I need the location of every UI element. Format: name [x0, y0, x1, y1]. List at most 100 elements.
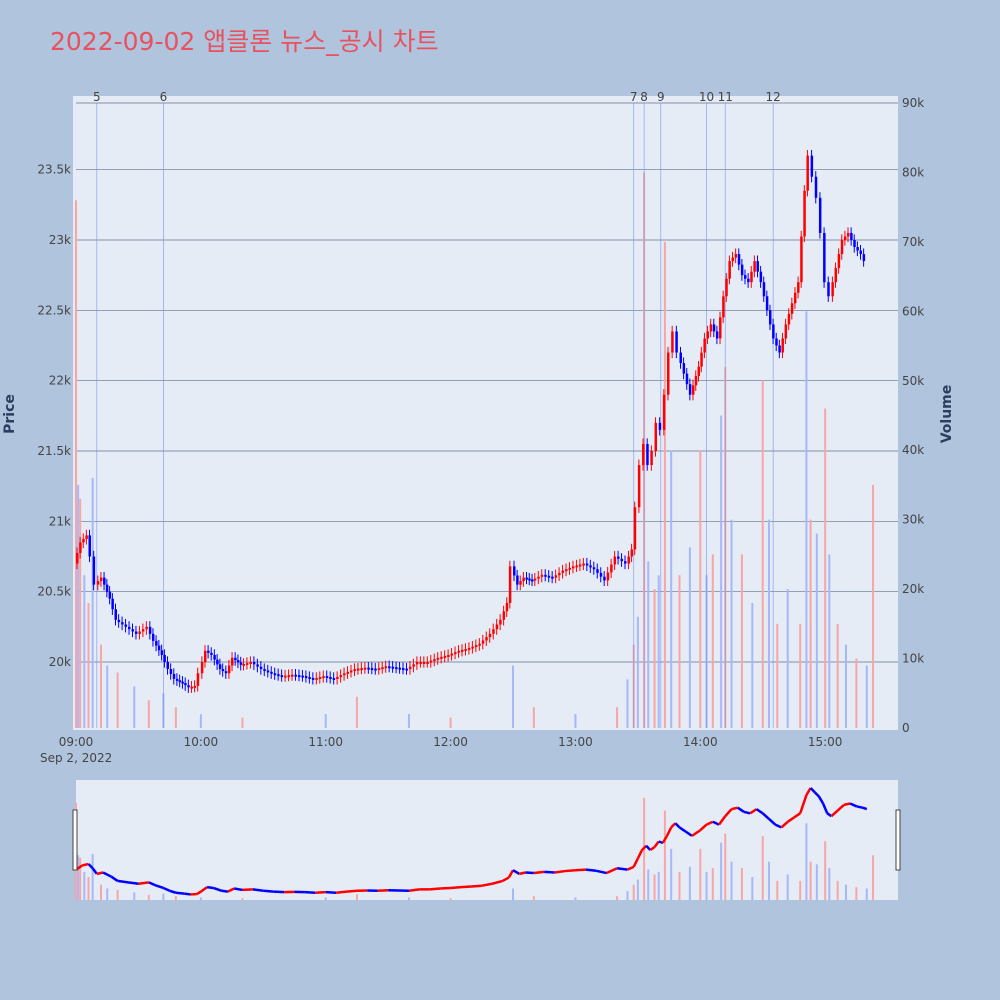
candle-body: [488, 633, 492, 638]
candle-body: [818, 197, 822, 233]
candle-body: [114, 609, 117, 620]
gridlines: [76, 102, 898, 663]
candle-body: [827, 282, 830, 297]
slider-price-segment: [252, 888, 264, 893]
volume-bar: [449, 717, 452, 728]
slider-price-segment: [678, 826, 687, 833]
volume-bar: [699, 450, 702, 728]
slider-volume-bar: [449, 898, 452, 900]
slider-price-segment: [533, 870, 545, 875]
candle-body: [671, 331, 674, 353]
candle-body: [471, 646, 474, 649]
candle-body: [658, 422, 662, 430]
candle-body: [273, 673, 277, 676]
candle-body: [415, 662, 419, 665]
candle-body: [236, 660, 240, 663]
slider-price-segment: [263, 889, 274, 893]
candle-body: [685, 373, 689, 385]
slider-price-segment: [81, 862, 89, 867]
candle-body: [544, 574, 547, 577]
slider-volume-bar: [636, 879, 639, 900]
slider-price-segment: [616, 867, 628, 871]
candle-body: [363, 667, 367, 670]
slider-price-segment: [805, 787, 812, 796]
candle-body: [537, 576, 540, 579]
candle-body: [633, 507, 637, 550]
slider-price-segment: [768, 818, 777, 826]
candle-body: [429, 660, 433, 663]
candle-body: [589, 565, 592, 568]
slider-price-segment: [813, 791, 820, 798]
volume-bar: [828, 554, 831, 728]
candle-body: [263, 669, 266, 672]
slider-price-segment: [595, 869, 607, 875]
candle-body: [402, 668, 405, 671]
candle-body: [193, 685, 197, 688]
slider-price-segment: [110, 875, 119, 882]
slider-price-segment: [200, 886, 208, 893]
candle-body: [719, 317, 722, 339]
range-slider[interactable]: [76, 780, 898, 900]
slider-price-segment: [665, 826, 673, 837]
slider-volume-bar: [799, 880, 802, 900]
volume-bar: [532, 707, 535, 728]
candle-body: [284, 675, 287, 678]
candle-body: [474, 645, 478, 648]
volume-tick-label: 10k: [902, 652, 924, 666]
slider-price-segment: [774, 823, 782, 829]
candle-body: [234, 657, 237, 661]
volume-tick-label: 70k: [902, 235, 924, 249]
candle-body: [318, 677, 322, 680]
candle-body: [531, 579, 534, 582]
candle-body: [221, 669, 225, 672]
candle-body: [297, 675, 301, 678]
slider-volume-bar: [106, 888, 109, 900]
candle-body: [492, 629, 495, 634]
volume-bar: [133, 686, 136, 728]
candle-body: [568, 567, 572, 570]
candle-body: [613, 556, 617, 565]
candle-body: [108, 591, 112, 599]
candle-body: [675, 331, 678, 353]
time-tick-label: 15:00: [808, 735, 843, 749]
candle-body: [360, 668, 363, 671]
candle-body: [105, 584, 109, 592]
slider-price-segment: [653, 840, 660, 848]
slider-price-segment: [212, 886, 223, 892]
price-axis-ticks: 20k 20.5k 21k 21.5k 22k 22.5k 23k 23.5k: [37, 163, 71, 669]
volume-bar: [87, 603, 90, 728]
candle-body: [772, 324, 775, 339]
main-plot-area[interactable]: [73, 96, 898, 730]
candle-body: [336, 677, 339, 680]
volume-tick-label: 0: [902, 721, 910, 735]
candle-body: [519, 581, 522, 585]
volume-bar: [407, 714, 410, 728]
candle-body: [784, 324, 788, 339]
chart-title: 2022-09-02 앱클론 뉴스_공시 차트: [50, 27, 439, 56]
candle-body: [790, 303, 794, 314]
volume-bar: [99, 644, 102, 728]
candle-body: [847, 232, 850, 237]
range-slider-right-handle[interactable]: [895, 809, 901, 871]
candle-body: [505, 602, 509, 612]
volume-bar: [636, 616, 639, 728]
candle-body: [308, 677, 311, 680]
candle-body: [565, 569, 568, 572]
candle-body: [667, 352, 670, 395]
slider-price-segment: [440, 886, 451, 890]
slider-price-segment: [737, 806, 745, 813]
candle-body: [419, 662, 422, 664]
candle-body: [138, 631, 141, 634]
range-slider-left-handle[interactable]: [72, 809, 78, 871]
slider-price-segment: [315, 890, 326, 894]
volume-bar: [730, 519, 733, 728]
volume-bar: [174, 707, 177, 728]
slider-price-segment: [826, 812, 833, 818]
volume-bar: [799, 623, 802, 728]
volume-bar: [512, 665, 515, 728]
candle-body: [266, 670, 270, 673]
candle-body: [528, 578, 531, 581]
candle-body: [200, 662, 204, 674]
slider-volume-bar: [133, 892, 136, 900]
volume-bar: [711, 554, 714, 728]
